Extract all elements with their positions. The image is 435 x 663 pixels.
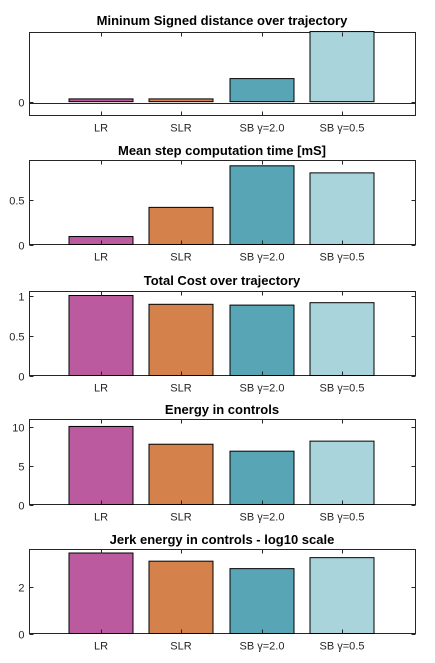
x-tick-label: SB γ=2.0 — [240, 512, 285, 524]
chart-title: Mean step computation time [mS] — [118, 143, 326, 158]
axes-box — [29, 291, 416, 376]
bars — [68, 31, 375, 103]
x-ticks: LR SLR SB γ=2.0 SB γ=0.5 — [94, 291, 365, 395]
x-ticks: LR SLR SB γ=2.0 SB γ=0.5 — [94, 549, 365, 653]
x-tick-label: SB γ=0.5 — [320, 123, 365, 135]
x-tick-label: LR — [94, 512, 108, 524]
y-ticks: 00.5 — [9, 196, 416, 253]
x-tick-label: SB γ=0.5 — [320, 641, 365, 653]
panel-min-signed-distance: Mininum Signed distance over trajectory … — [18, 13, 416, 135]
bars — [68, 295, 375, 377]
y-ticks: 0 — [18, 98, 416, 110]
y-tick-label: 0 — [18, 501, 24, 513]
x-tick-label: SLR — [170, 641, 191, 653]
bar-slr — [148, 560, 214, 635]
bar-sb-2-0 — [229, 450, 295, 506]
bar-slr — [148, 98, 214, 103]
bar-lr — [68, 98, 134, 103]
axes-box — [29, 160, 416, 245]
bar-sb-2-0 — [229, 78, 295, 103]
bar-sb-2-0 — [229, 568, 295, 635]
x-tick-label: SB γ=2.0 — [240, 383, 285, 395]
y-tick-label: 1 — [18, 292, 24, 304]
axes-box — [29, 32, 416, 116]
bar-sb-0-5 — [309, 172, 375, 246]
bar-sb-0-5 — [309, 302, 375, 377]
y-tick-label: 0 — [18, 241, 24, 253]
x-tick-label: SLR — [170, 123, 191, 135]
x-ticks: LR SLR SB γ=2.0 SB γ=0.5 — [94, 32, 365, 135]
bar-slr — [148, 443, 214, 505]
x-tick-label: LR — [94, 252, 108, 264]
x-ticks: LR SLR SB γ=2.0 SB γ=0.5 — [94, 160, 365, 264]
y-ticks: 0 5 10 — [12, 423, 416, 513]
panel-jerk-energy: Jerk energy in controls - log10 scale 02… — [18, 532, 416, 653]
chart-title: Jerk energy in controls - log10 scale — [110, 532, 335, 547]
x-tick-label: LR — [94, 641, 108, 653]
x-tick-label: SLR — [170, 512, 191, 524]
bar-sb-2-0 — [229, 304, 295, 377]
panel-energy-in-controls: Energy in controls 0 5 10 LR SLR SB γ=2.0 SB … — [12, 402, 416, 524]
y-tick-label: 10 — [12, 423, 24, 435]
y-tick-label: 0.5 — [9, 196, 24, 208]
bar-sb-0-5 — [309, 557, 375, 635]
axes-box — [29, 549, 416, 634]
bar-slr — [148, 206, 214, 245]
y-tick-label: 0 — [18, 98, 24, 110]
x-tick-label: SLR — [170, 383, 191, 395]
x-tick-label: SB γ=0.5 — [320, 252, 365, 264]
x-tick-label: LR — [94, 383, 108, 395]
x-tick-label: SB γ=2.0 — [240, 123, 285, 135]
panel-total-cost: Total Cost over trajectory 00.51 LR SLR SB… — [9, 273, 416, 395]
bar-lr — [68, 425, 134, 506]
x-ticks: LR SLR SB γ=2.0 SB γ=0.5 — [94, 419, 365, 524]
x-tick-label: SB γ=0.5 — [320, 383, 365, 395]
x-tick-label: SB γ=2.0 — [240, 252, 285, 264]
bars — [68, 425, 375, 506]
y-tick-label: 0.5 — [9, 332, 24, 344]
panel-mean-step-time: Mean step computation time [mS] 00.5 LR S… — [9, 143, 416, 264]
y-tick-label: 0 — [18, 630, 24, 642]
x-tick-label: SB γ=0.5 — [320, 512, 365, 524]
bar-slr — [148, 303, 214, 376]
x-tick-label: SLR — [170, 252, 191, 264]
y-tick-label: 5 — [18, 462, 24, 474]
bar-sb-2-0 — [229, 165, 295, 246]
x-tick-label: LR — [94, 123, 108, 135]
chart-title: Mininum Signed distance over trajectory — [97, 13, 348, 28]
bar-sb-0-5 — [309, 440, 375, 505]
axes-box — [29, 419, 416, 505]
bar-lr — [68, 295, 134, 376]
y-ticks: 02 — [18, 583, 416, 642]
bar-sb-0-5 — [309, 31, 375, 103]
chart-title: Total Cost over trajectory — [144, 273, 301, 288]
bar-lr — [68, 552, 134, 634]
x-tick-label: SB γ=2.0 — [240, 641, 285, 653]
y-ticks: 00.51 — [9, 292, 416, 384]
bars — [68, 552, 375, 635]
y-tick-label: 2 — [18, 583, 24, 595]
y-tick-label: 0 — [18, 372, 24, 384]
chart-title: Energy in controls — [165, 402, 279, 417]
